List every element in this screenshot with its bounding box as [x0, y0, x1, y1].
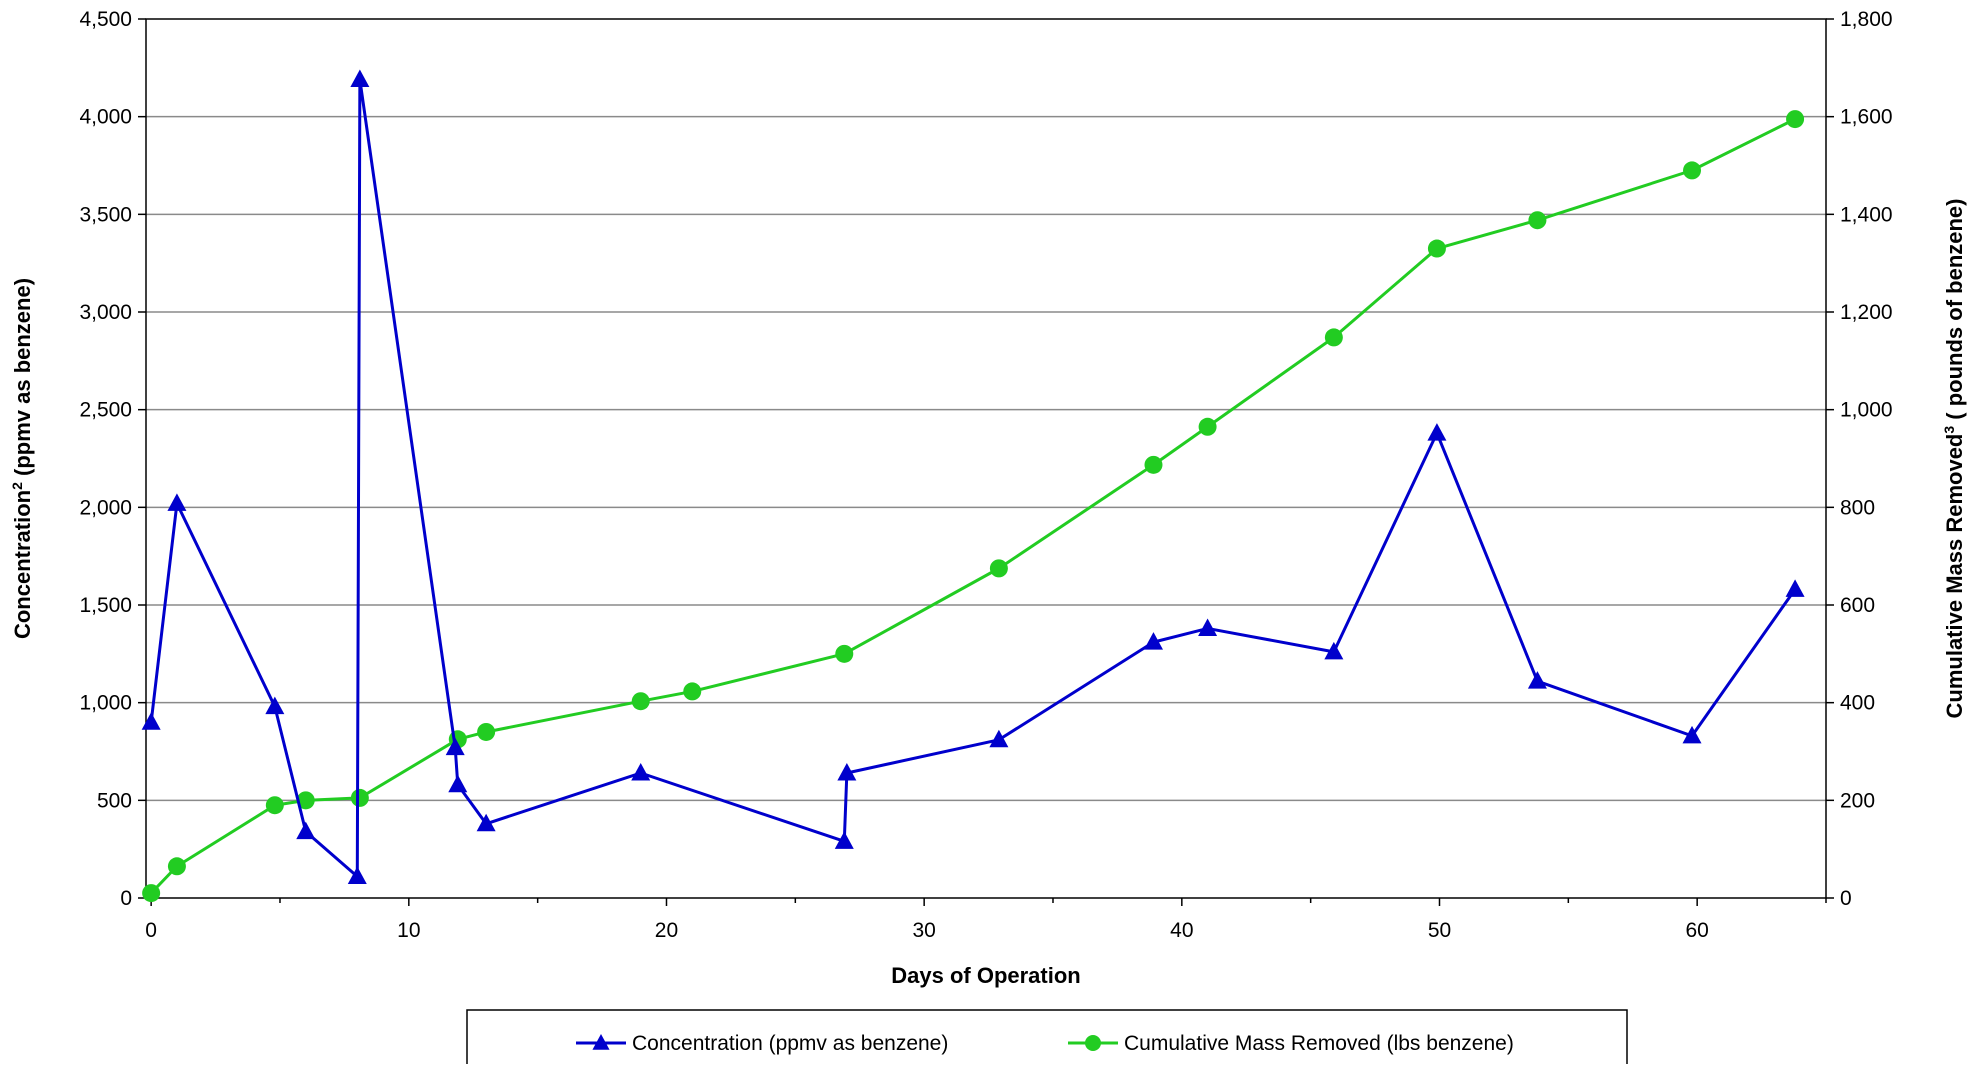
legend-marker-triangle	[592, 1034, 610, 1050]
y-right-tick-label: 200	[1840, 789, 1875, 812]
legend-label-concentration: Concentration (ppmv as benzene)	[632, 1032, 948, 1055]
x-tick-label: 20	[655, 919, 678, 942]
data-point-concentration	[347, 866, 367, 885]
data-point-concentration	[1143, 632, 1163, 650]
y-left-tick-label: 3,000	[79, 301, 132, 324]
y-left-tick-label: 2,000	[79, 496, 132, 519]
data-point-concentration	[167, 493, 187, 511]
data-point-concentration	[445, 737, 465, 756]
x-tick-label: 30	[912, 919, 935, 942]
y-left-title-superscript: 2	[9, 482, 25, 490]
y-left-tick-label: 500	[97, 789, 132, 812]
y-right-tick-label: 1,800	[1840, 8, 1893, 31]
data-point-cumulative-mass	[835, 644, 854, 663]
x-tick-label: 0	[145, 919, 157, 942]
y-right-title-superscript: 3	[1941, 426, 1957, 434]
y-left-tick-label: 3,500	[79, 203, 132, 226]
series-line-concentration	[149, 78, 1797, 879]
data-point-cumulative-mass	[350, 788, 369, 807]
x-tick-label: 10	[397, 919, 420, 942]
data-point-cumulative-mass	[1144, 455, 1163, 474]
data-point-cumulative-mass	[265, 796, 284, 815]
data-point-concentration	[1324, 641, 1344, 660]
data-point-cumulative-mass	[1528, 211, 1547, 230]
data-point-cumulative-mass	[296, 791, 315, 810]
data-point-concentration	[1427, 423, 1447, 441]
legend-box	[466, 1009, 1628, 1069]
y-right-tick-label: 1,400	[1840, 203, 1893, 226]
y-left-axis-title: Concentration2 (ppmv as benzene)	[9, 278, 35, 639]
y-right-tick-label: 1,000	[1840, 399, 1893, 422]
legend-label-cumulative-mass: Cumulative Mass Removed (lbs benzene)	[1124, 1032, 1514, 1055]
y-right-tick-label: 800	[1840, 496, 1875, 519]
data-point-cumulative-mass	[477, 722, 496, 741]
data-point-concentration	[837, 762, 857, 781]
y-left-tick-label: 1,500	[79, 594, 132, 617]
legend: Concentration (ppmv as benzene) Cumulati…	[466, 1009, 1628, 1069]
y-right-tick-label: 1,600	[1840, 106, 1893, 129]
data-point-cumulative-mass	[989, 559, 1008, 578]
y-right-tick-label: 0	[1840, 887, 1852, 910]
x-axis-title: Days of Operation	[891, 963, 1080, 988]
gridlines	[146, 115, 1826, 802]
legend-item-cumulative-mass: Cumulative Mass Removed (lbs benzene)	[1068, 1032, 1514, 1055]
data-point-concentration	[476, 813, 496, 832]
data-point-cumulative-mass	[142, 884, 161, 903]
legend-item-concentration: Concentration (ppmv as benzene)	[576, 1032, 948, 1055]
plot-area-frame	[145, 18, 1827, 899]
y-left-tick-label: 4,500	[79, 8, 132, 31]
y-right-axis-title: Cumulative Mass Removed3 ( pounds of ben…	[1941, 199, 1967, 719]
y-right-tick-label: 1,200	[1840, 301, 1893, 324]
data-point-concentration	[1198, 618, 1218, 636]
data-point-cumulative-mass	[1324, 328, 1343, 347]
y-left-tick-label: 0	[120, 887, 132, 910]
y-right-title-main: Cumulative Mass Removed	[1942, 434, 1967, 719]
axis-ticks: 05001,0001,5002,0002,5003,0003,5004,0004…	[79, 8, 1892, 942]
data-point-concentration	[834, 831, 854, 849]
data-point-cumulative-mass	[1198, 417, 1217, 436]
data-point-cumulative-mass	[1683, 161, 1702, 180]
data-point-cumulative-mass	[683, 682, 702, 701]
x-tick-label: 50	[1428, 919, 1451, 942]
y-right-tick-label: 400	[1840, 692, 1875, 715]
data-point-concentration	[1527, 671, 1547, 689]
y-left-tick-label: 1,000	[79, 692, 132, 715]
data-point-cumulative-mass	[1427, 239, 1446, 258]
data-point-concentration	[1682, 725, 1702, 744]
data-point-concentration	[350, 69, 370, 88]
x-tick-label: 60	[1685, 919, 1708, 942]
y-left-tick-label: 4,000	[79, 106, 132, 129]
y-right-title-rest: ( pounds of benzene)	[1942, 199, 1967, 426]
data-point-concentration	[265, 696, 285, 715]
data-point-concentration	[989, 729, 1009, 748]
data-point-cumulative-mass	[1786, 110, 1805, 129]
data-point-cumulative-mass	[167, 857, 186, 876]
series-line-cumulative-mass	[150, 117, 1796, 895]
series-layer	[141, 69, 1805, 903]
y-left-tick-label: 2,500	[79, 399, 132, 422]
data-point-concentration	[448, 774, 468, 793]
y-left-title-main: Concentration	[10, 490, 35, 639]
legend-marker-circle	[1085, 1035, 1101, 1051]
y-left-title-rest: (ppmv as benzene)	[10, 278, 35, 482]
data-point-concentration	[631, 762, 651, 781]
data-point-concentration	[141, 712, 161, 730]
data-point-cumulative-mass	[631, 692, 650, 711]
y-right-tick-label: 600	[1840, 594, 1875, 617]
x-tick-label: 40	[1170, 919, 1193, 942]
data-point-concentration	[1785, 579, 1805, 597]
data-point-concentration	[296, 821, 316, 840]
